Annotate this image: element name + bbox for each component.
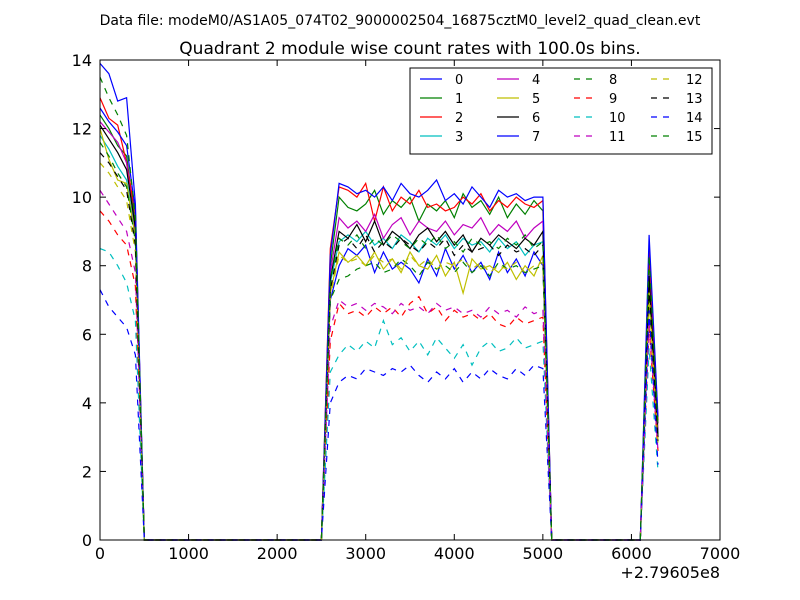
series-line-7	[99, 107, 659, 541]
x-axis: 0 1000 2000 3000 4000 5000 6000 7000	[95, 60, 740, 563]
legend-label-3: 3	[455, 130, 463, 145]
x-tick-label: 4000	[434, 544, 475, 563]
legend-label-5: 5	[532, 92, 540, 107]
legend-label-9: 9	[609, 92, 617, 107]
legend-label-1: 1	[455, 92, 463, 107]
y-tick-label: 6	[82, 325, 92, 344]
x-tick-label: 3000	[345, 544, 386, 563]
legend-box	[409, 67, 713, 155]
series-line-4	[99, 121, 659, 541]
legend-label-6: 6	[532, 111, 540, 126]
series-line-2	[99, 97, 659, 541]
series-line-10	[99, 248, 659, 541]
y-tick-label: 8	[82, 257, 92, 276]
legend-label-0: 0	[455, 73, 463, 88]
series-line-8	[99, 141, 659, 541]
legend-label-2: 2	[455, 111, 463, 126]
chart-title: Quadrant 2 module wise count rates with …	[179, 39, 640, 59]
series-line-3	[99, 135, 659, 541]
x-offset-label: +2.79605e8	[620, 563, 720, 582]
legend-label-4: 4	[532, 73, 540, 88]
x-tick-label: 6000	[611, 544, 652, 563]
legend-label-8: 8	[609, 73, 617, 88]
plot-frame	[99, 59, 721, 541]
series-line-12	[99, 162, 659, 541]
y-tick-label: 12	[72, 120, 92, 139]
y-tick-label: 4	[82, 394, 92, 413]
legend-label-13: 13	[686, 92, 703, 107]
x-tick-label: 5000	[522, 544, 563, 563]
x-tick-label: 7000	[700, 544, 741, 563]
x-tick-label: 2000	[257, 544, 298, 563]
series-line-14	[99, 289, 659, 541]
series-line-11	[99, 189, 659, 541]
legend-label-14: 14	[686, 111, 703, 126]
y-tick-label: 2	[82, 462, 92, 481]
y-tick-label: 14	[72, 51, 92, 70]
legend-label-7: 7	[532, 130, 540, 145]
series-line-13	[99, 152, 659, 541]
x-tick-label: 1000	[168, 544, 209, 563]
legend-label-15: 15	[686, 130, 703, 145]
series-line-1	[99, 114, 659, 541]
legend-label-12: 12	[686, 73, 703, 88]
y-tick-label: 10	[72, 188, 92, 207]
legend-label-11: 11	[609, 130, 626, 145]
legend-label-10: 10	[609, 111, 626, 126]
y-tick-label: 0	[82, 531, 92, 550]
chart-suptitle: Data file: modeM0/AS1A05_074T02_90000025…	[100, 13, 701, 29]
x-tick-label: 0	[95, 544, 105, 563]
